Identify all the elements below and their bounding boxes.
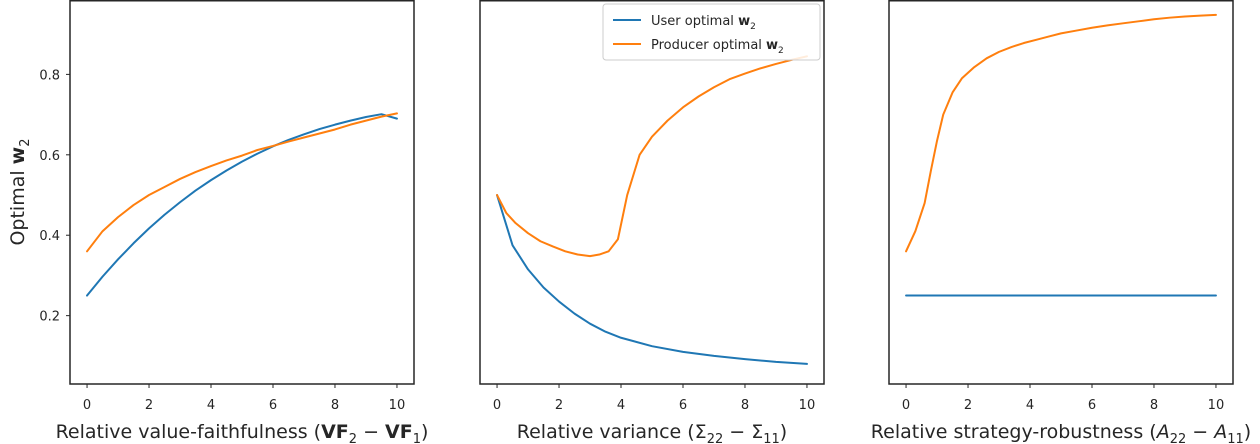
- x-tick-label: 10: [389, 398, 406, 413]
- x-tick-label: 4: [207, 398, 215, 413]
- x-tick-label: 2: [964, 398, 972, 413]
- x-tick-label: 2: [145, 398, 153, 413]
- y-tick-label: 0.6: [39, 149, 60, 164]
- producer-optimal-line-2: [496, 55, 808, 258]
- producer-optimal-line-3: [905, 13, 1217, 253]
- x-tick-label: 6: [269, 398, 277, 413]
- chart-panel-2: 0 2 4 6 8 10 Relative variance (Σ22​ − Σ11​) Us…: [479, 0, 825, 444]
- user-optimal-line-1: [86, 113, 398, 297]
- x-tick-label: 0: [83, 398, 91, 413]
- plot-frame-2: [479, 0, 825, 385]
- legend-label-producer: Producer optimal w2​: [651, 38, 784, 56]
- x-tick-label: 0: [902, 398, 910, 413]
- x-tick-label: 6: [679, 398, 687, 413]
- y-axis-label: Optimal w2​: [7, 138, 33, 245]
- x-tick-label: 8: [741, 398, 749, 413]
- plot-frame-1: [69, 0, 415, 385]
- x-tick-label: 6: [1088, 398, 1096, 413]
- producer-optimal-line-1: [86, 112, 398, 253]
- y-tick-label: 0.8: [39, 68, 60, 83]
- x-tick-label: 10: [799, 398, 816, 413]
- x-tick-label: 2: [555, 398, 563, 413]
- y-tick-label: 0.4: [39, 229, 60, 244]
- x-tick-label: 10: [1208, 398, 1225, 413]
- x-tick-label: 4: [617, 398, 625, 413]
- x-tick-label: 8: [331, 398, 339, 413]
- x-axis-label: Relative strategy-robustness (A22​ − A11…: [871, 421, 1251, 444]
- legend-box: [602, 3, 821, 61]
- y-tick-label: 0.2: [39, 310, 60, 325]
- x-tick-label: 8: [1150, 398, 1158, 413]
- x-axis-label: Relative variance (Σ22​ − Σ11​): [517, 421, 787, 444]
- x-tick-label: 0: [493, 398, 501, 413]
- chart-panel-3: 0 2 4 6 8 10 Relative strategy-robustness (A22…: [871, 0, 1251, 444]
- x-tick-label: 4: [1026, 398, 1034, 413]
- legend: User optimal w2​ Producer optimal w2​: [602, 3, 821, 61]
- chart-panel-1: 0 2 4 6 8 10 0.2 0.4 0.6 0.8 Relative value-faithf…: [7, 0, 429, 444]
- plot-frame-3: [888, 0, 1234, 385]
- x-axis-label: Relative value-faithfulness (VF2​ − VF1​…: [56, 421, 429, 444]
- user-optimal-line-2: [496, 194, 808, 365]
- legend-label-user: User optimal w2​: [651, 14, 756, 32]
